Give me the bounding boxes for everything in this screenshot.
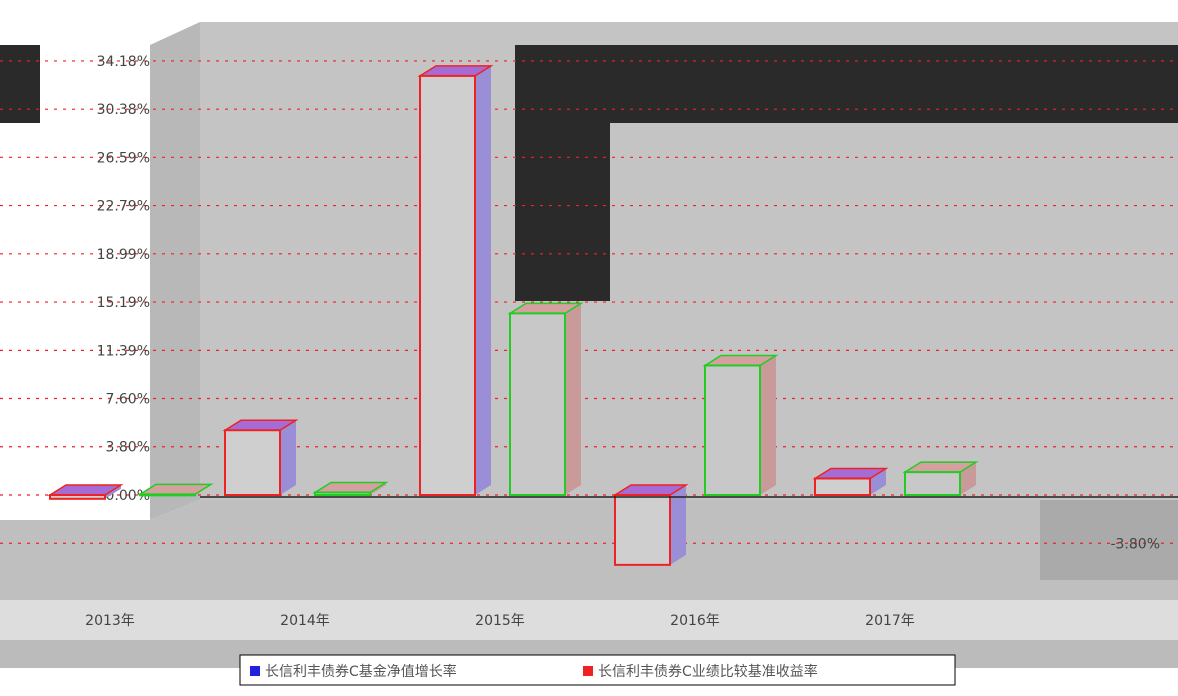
- neg-axis-panel: [1040, 500, 1178, 580]
- y-tick-label-4: 18.99%: [97, 247, 150, 263]
- x-axis: 2013年 2014年 2015年 2016年 2017年: [85, 613, 915, 629]
- y-tick-label-8: 3.80%: [106, 440, 150, 456]
- legend-label-series-2: 长信利丰债券C业绩比较基准收益率: [598, 663, 818, 680]
- bar-series-1-1-side: [280, 420, 296, 495]
- y-tick-label-5: 15.19%: [97, 295, 150, 311]
- bar-series-2-4: [902, 461, 979, 497]
- bar-series-2-2-front: [509, 312, 566, 497]
- bar-series-1-2-side: [475, 65, 491, 496]
- x-tick-label-1: 2014年: [280, 613, 330, 629]
- y-tick-label-9: 0.00%: [106, 488, 150, 504]
- bar-series-2-4-front: [904, 471, 961, 497]
- bar-series-2-0: [137, 483, 214, 497]
- y-tick-label-0: 34.18%: [97, 54, 150, 70]
- bar-series-1-0: [47, 484, 124, 500]
- y-tick-label-7: 7.60%: [106, 391, 150, 407]
- bar-series-1-0-side: [105, 485, 121, 499]
- legend-label-series-1: 长信利丰债券C基金净值增长率: [265, 663, 457, 680]
- dark-panel-top: [515, 45, 1178, 123]
- grid-lines: [0, 60, 1178, 544]
- legend-box: [239, 654, 956, 686]
- bar-series-1-3-side: [670, 485, 686, 565]
- bar-series-2-2-side: [565, 303, 581, 495]
- side-wall: [150, 22, 200, 520]
- x-tick-label-4: 2017年: [865, 613, 915, 629]
- bar-series-2-3: [702, 354, 779, 496]
- bars: [47, 65, 1178, 566]
- bar-series-1-1-front: [224, 429, 281, 497]
- bar-series-2-1: [312, 481, 389, 496]
- legend-swatch-series-2: [583, 666, 593, 676]
- x-tick-label-0: 2013年: [85, 613, 135, 629]
- bar-series-1-4-front: [814, 477, 871, 496]
- dark-panel-left: [0, 45, 40, 123]
- chart-floor: [0, 500, 1178, 600]
- legend-swatch-series-1: [250, 666, 260, 676]
- x-tick-label-2: 2015年: [475, 613, 525, 629]
- axis-strip: [0, 600, 1178, 640]
- bar-series-1-2: [417, 65, 494, 497]
- y-tick-label-2: 26.59%: [97, 150, 150, 166]
- bar-series-1-4-side: [870, 468, 886, 495]
- legend: 长信利丰债券C基金净值增长率 长信利丰债券C业绩比较基准收益率: [239, 654, 956, 686]
- bar-series-2-3-side: [760, 355, 776, 495]
- y-axis: 34.18% 30.38% 26.59% 22.79% 18.99% 15.19% 11.3…: [97, 54, 1160, 552]
- y-tick-label-3: 22.79%: [97, 199, 150, 215]
- bar-series-1-3: [612, 484, 689, 566]
- bar-series-2-1-front: [314, 491, 371, 496]
- bar-series-1-3-front: [614, 494, 671, 566]
- bar-series-1-4: [812, 467, 889, 496]
- bar-series-2-2: [507, 302, 584, 497]
- bar-series-2-3-front: [704, 364, 761, 496]
- y-tick-label-10: -3.80%: [1110, 536, 1160, 552]
- bar-series-2-0-front: [139, 493, 196, 497]
- bar-series-1-1: [222, 419, 299, 497]
- x-tick-label-3: 2016年: [670, 613, 720, 629]
- y-tick-label-1: 30.38%: [97, 102, 150, 118]
- bar-series-1-2-front: [419, 74, 476, 497]
- y-tick-label-6: 11.39%: [97, 343, 150, 359]
- bar-series-1-0-front: [49, 494, 106, 500]
- dark-panel-middle: [515, 123, 610, 301]
